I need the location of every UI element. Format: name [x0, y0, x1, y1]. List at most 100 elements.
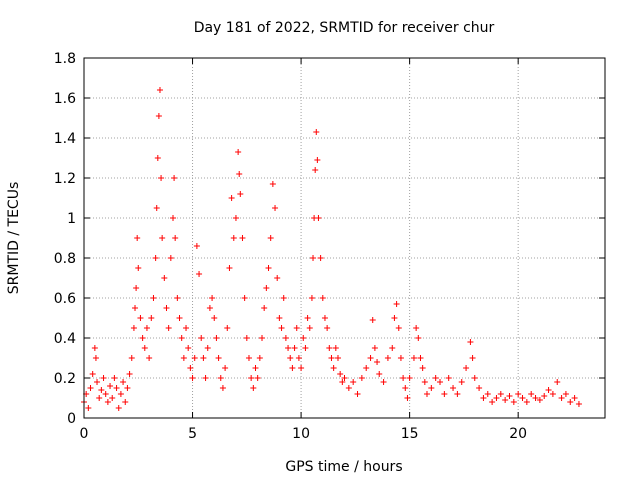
x-tick-label: 20 [509, 426, 527, 442]
x-axis-label: GPS time / hours [285, 459, 402, 475]
data-point-marker [441, 391, 448, 397]
data-point-marker [471, 375, 478, 381]
data-point-marker [232, 215, 239, 221]
data-point-marker [96, 395, 103, 401]
data-point-marker [376, 371, 383, 377]
data-point-marker [404, 395, 411, 401]
data-point-marker [269, 181, 276, 187]
data-point-marker [256, 355, 263, 361]
data-point-marker [146, 355, 153, 361]
data-point-marker [545, 387, 552, 393]
data-point-marker [371, 345, 378, 351]
y-tick-label: 0.8 [54, 251, 76, 267]
data-point-marker [467, 339, 474, 345]
data-point-marker [493, 395, 500, 401]
data-point-marker [304, 315, 311, 321]
y-tick-label: 1 [67, 211, 76, 227]
data-point-marker [98, 387, 105, 393]
data-point-marker [215, 355, 222, 361]
data-point-marker [200, 355, 207, 361]
data-point-marker [171, 175, 178, 181]
data-point-marker [463, 365, 470, 371]
chart-title: Day 181 of 2022, SRMTID for receiver chu… [194, 20, 495, 36]
y-tick-label: 0.2 [54, 371, 76, 387]
data-point-marker [423, 391, 430, 397]
data-point-marker [237, 191, 244, 197]
data-point-marker [369, 317, 376, 323]
data-point-marker [476, 385, 483, 391]
data-point-marker [432, 375, 439, 381]
data-point-marker [332, 345, 339, 351]
data-point-marker [172, 235, 179, 241]
data-point-marker [519, 395, 526, 401]
data-point-marker [245, 355, 252, 361]
data-point-marker [480, 395, 487, 401]
data-point-marker [248, 375, 255, 381]
x-tick-label: 10 [292, 426, 310, 442]
data-point-marker [189, 375, 196, 381]
data-point-marker [337, 371, 344, 377]
data-point-marker [100, 375, 107, 381]
data-point-marker [445, 375, 452, 381]
y-tick-label: 0.6 [54, 291, 76, 307]
data-point-marker [437, 379, 444, 385]
data-point-marker [92, 355, 99, 361]
data-point-marker [306, 325, 313, 331]
data-point-marker [115, 405, 122, 411]
data-point-marker [224, 325, 231, 331]
data-point-marker [193, 243, 200, 249]
data-point-marker [94, 379, 101, 385]
data-point-marker [484, 391, 491, 397]
data-point-marker [302, 345, 309, 351]
data-point-marker [250, 385, 257, 391]
data-point-marker [419, 365, 426, 371]
data-point-marker [523, 399, 530, 405]
data-point-marker [235, 149, 242, 155]
data-point-marker [111, 375, 118, 381]
data-point-marker [272, 205, 279, 211]
data-point-marker [317, 255, 324, 261]
data-point-marker [174, 295, 181, 301]
data-point-marker [148, 315, 155, 321]
data-point-marker [295, 355, 302, 361]
y-tick-label: 1.8 [54, 51, 76, 67]
data-point-marker [154, 155, 161, 161]
data-point-marker [222, 365, 229, 371]
data-point-marker [130, 325, 137, 331]
data-point-marker [159, 235, 166, 241]
data-point-marker [191, 355, 198, 361]
data-point-marker [141, 345, 148, 351]
data-point-marker [532, 395, 539, 401]
data-point-marker [126, 371, 133, 377]
data-point-marker [536, 397, 543, 403]
data-point-marker [278, 325, 285, 331]
data-point-marker [156, 87, 163, 93]
data-point-marker [280, 295, 287, 301]
data-point-marker [308, 295, 315, 301]
data-point-marker [209, 295, 216, 301]
data-point-marker [87, 385, 94, 391]
data-point-marker [402, 385, 409, 391]
data-point-marker [541, 393, 548, 399]
data-point-marker [397, 355, 404, 361]
data-point-marker [202, 375, 209, 381]
y-tick-label: 1.6 [54, 91, 76, 107]
data-point-marker [143, 325, 150, 331]
data-point-marker [261, 305, 268, 311]
data-point-marker [413, 325, 420, 331]
data-point-marker [421, 379, 428, 385]
data-point-marker [185, 345, 192, 351]
data-point-marker [515, 391, 522, 397]
data-point-marker [252, 365, 259, 371]
data-point-marker [298, 365, 305, 371]
data-point-marker [206, 305, 213, 311]
data-point-marker [554, 379, 561, 385]
x-tick-label: 15 [401, 426, 419, 442]
data-point-marker [350, 379, 357, 385]
data-point-marker [134, 235, 141, 241]
data-point-marker [122, 399, 129, 405]
data-point-marker [228, 195, 235, 201]
data-point-marker [183, 325, 190, 331]
data-point-marker [89, 371, 96, 377]
